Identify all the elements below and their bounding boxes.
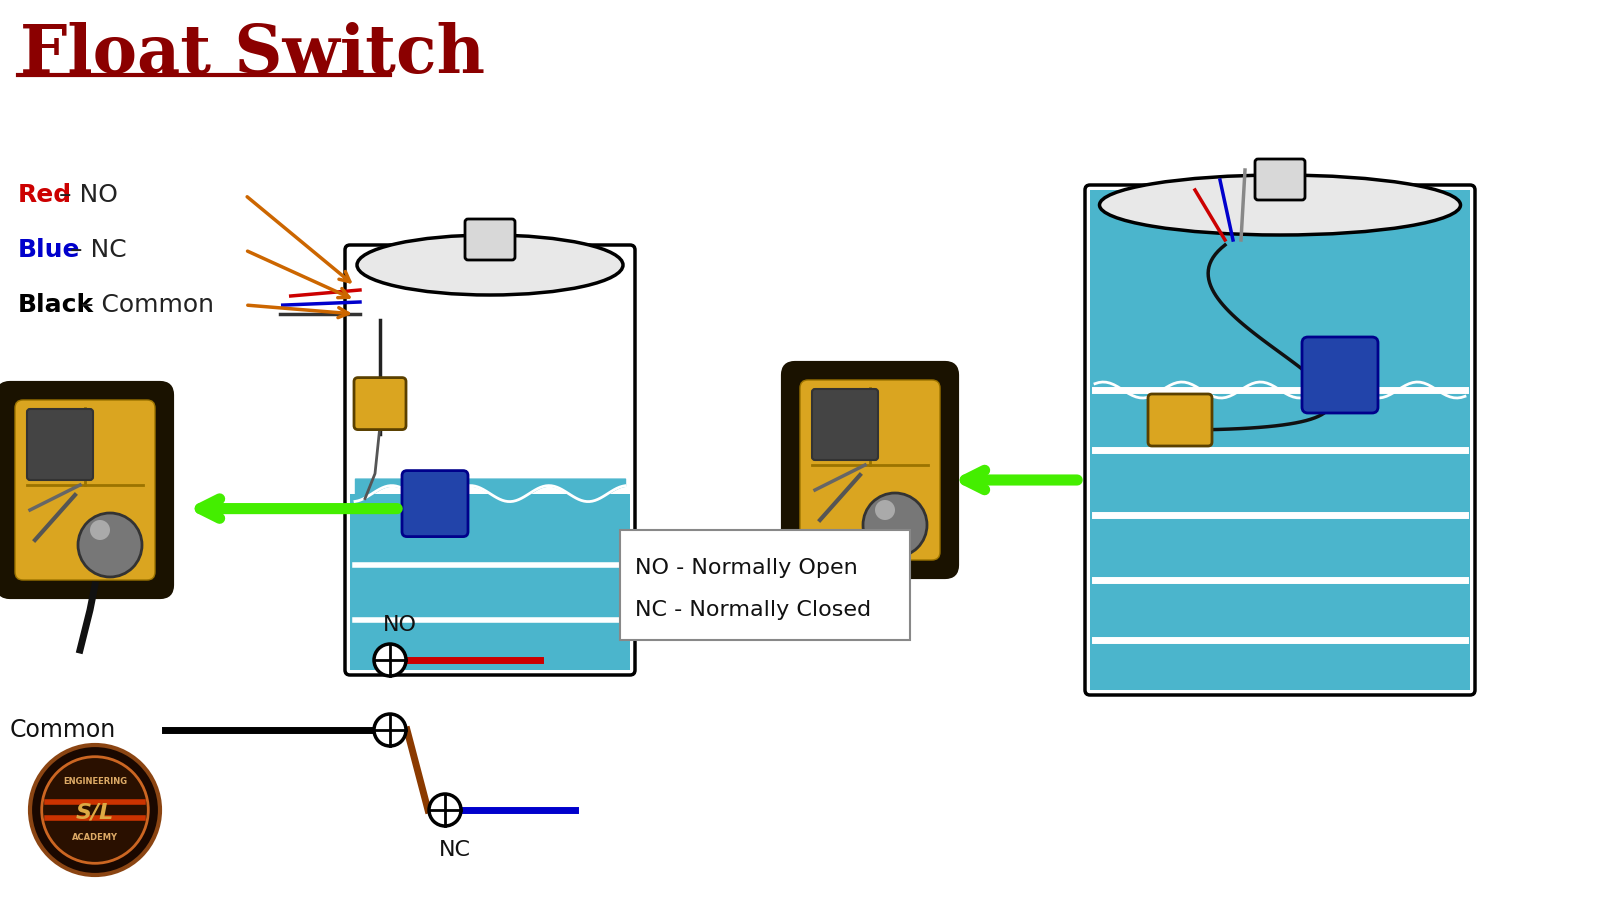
Circle shape [875, 500, 894, 520]
Text: NO - Normally Open: NO - Normally Open [635, 558, 858, 578]
FancyBboxPatch shape [402, 471, 467, 536]
FancyBboxPatch shape [813, 389, 878, 460]
Text: – NO: – NO [51, 183, 118, 207]
FancyBboxPatch shape [354, 378, 406, 429]
Text: S/L: S/L [75, 802, 114, 822]
Ellipse shape [357, 235, 622, 295]
Text: Float Switch: Float Switch [19, 22, 485, 87]
FancyBboxPatch shape [466, 219, 515, 260]
FancyBboxPatch shape [621, 530, 910, 640]
Text: ACADEMY: ACADEMY [72, 833, 118, 842]
Circle shape [78, 513, 142, 577]
Text: NC: NC [438, 840, 470, 860]
Text: ENGINEERING: ENGINEERING [62, 778, 126, 787]
Text: Black: Black [18, 293, 94, 317]
Text: NO: NO [382, 615, 418, 635]
FancyBboxPatch shape [800, 380, 941, 560]
Circle shape [374, 644, 406, 676]
FancyBboxPatch shape [782, 363, 957, 577]
FancyBboxPatch shape [1302, 337, 1378, 413]
Text: Red: Red [18, 183, 72, 207]
FancyBboxPatch shape [0, 383, 173, 597]
Circle shape [374, 714, 406, 746]
Circle shape [862, 493, 926, 557]
Bar [350, 493, 630, 670]
Bar [1090, 190, 1470, 690]
Circle shape [42, 757, 149, 863]
Circle shape [429, 794, 461, 826]
Text: – Common: – Common [74, 293, 214, 317]
Text: NC - Normally Closed: NC - Normally Closed [635, 600, 870, 620]
FancyBboxPatch shape [14, 400, 155, 580]
FancyBboxPatch shape [27, 409, 93, 480]
Text: – NC: – NC [62, 238, 126, 262]
Text: Common: Common [10, 718, 117, 742]
FancyBboxPatch shape [1149, 394, 1213, 446]
Ellipse shape [1099, 175, 1461, 235]
Circle shape [30, 745, 160, 875]
Circle shape [90, 520, 110, 540]
Text: Blue: Blue [18, 238, 80, 262]
FancyBboxPatch shape [1254, 159, 1306, 200]
